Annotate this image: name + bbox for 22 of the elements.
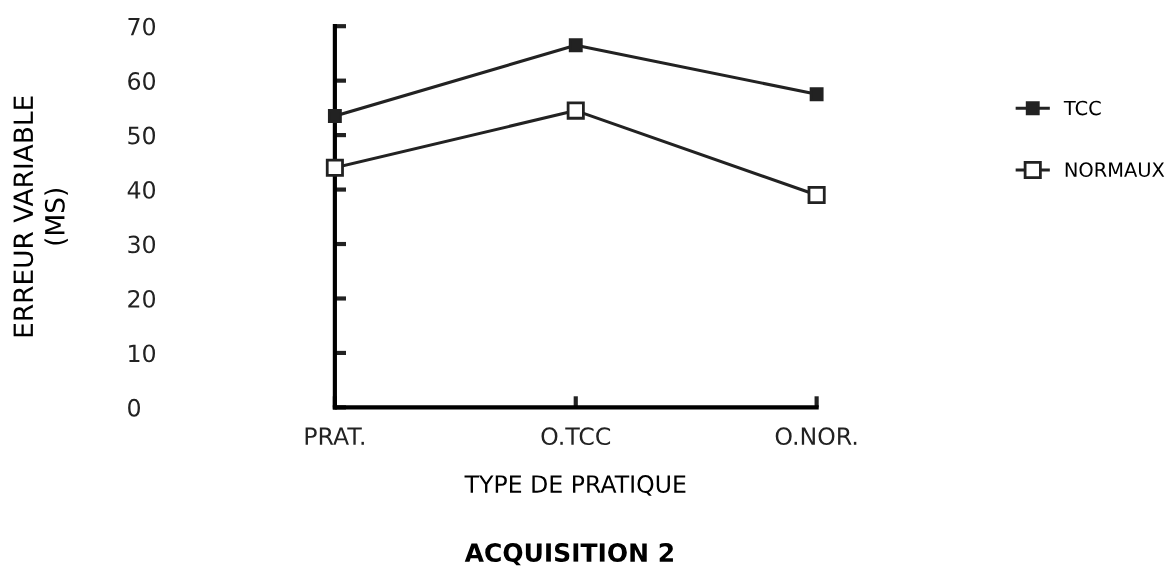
legend-label: NORMAUX xyxy=(1065,162,1165,177)
point xyxy=(809,87,824,102)
point xyxy=(807,185,826,205)
y-tick-label: 50 xyxy=(128,126,156,145)
text: ACQUISITION 2 xyxy=(464,543,673,566)
point xyxy=(327,109,342,123)
point xyxy=(566,101,585,120)
y-tick-label: 30 xyxy=(128,235,156,254)
x-tick-label: O.NOR. xyxy=(775,427,857,446)
point xyxy=(325,158,344,177)
y-tick-label: 10 xyxy=(129,344,156,363)
y-tick-label: 60 xyxy=(128,72,156,90)
x-tick-label: PRAT. xyxy=(305,427,364,445)
legend-label: TCC xyxy=(1063,100,1101,116)
y-tick-label: 20 xyxy=(128,289,156,308)
y-tick-label: 0 xyxy=(128,398,140,417)
y-tick-label: 70 xyxy=(128,17,156,36)
y-tick-label: 40 xyxy=(127,181,156,199)
point xyxy=(568,38,583,53)
x-tick-label: O.TCC xyxy=(541,427,611,446)
y-axis-title: ERREUR VARIABLE (MS) xyxy=(13,96,68,337)
x-axis-title: TYPE DE PRATIQUE xyxy=(464,475,686,496)
